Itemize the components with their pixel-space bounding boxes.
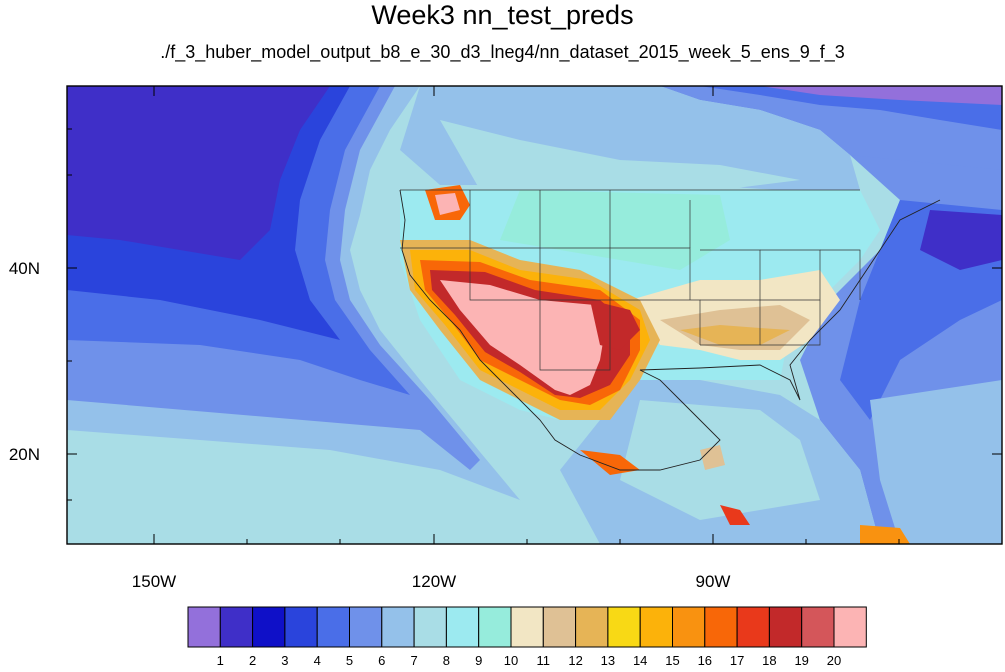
colorbar-tick-label: 2: [248, 653, 257, 668]
colorbar-tick-label: 7: [410, 653, 418, 668]
colorbar-swatch: [768, 606, 803, 648]
colorbar-tick-label: 4: [313, 653, 321, 668]
lon-label-90w: 90W: [695, 572, 731, 591]
colorbar-tick-label: 19: [794, 653, 809, 668]
colorbar-tick-label: 6: [378, 653, 386, 668]
colorbar-tick-label: 9: [475, 653, 483, 668]
colorbar-swatch: [284, 606, 318, 648]
colorbar-swatch: [478, 606, 512, 648]
colorbar-swatch: [542, 606, 577, 648]
colorbar-swatch: [219, 606, 254, 648]
colorbar-tick-label: 18: [762, 653, 777, 668]
lon-label-150w: 150W: [131, 572, 177, 591]
colorbar-tick-label: 16: [697, 653, 713, 668]
colorbar-tick-label: 8: [442, 653, 450, 668]
colorbar-swatch: [413, 606, 447, 648]
colorbar-swatch: [607, 606, 641, 648]
colorbar-tick-label: 20: [826, 653, 842, 668]
colorbar-swatch: [672, 606, 706, 648]
colorbar-swatch: [381, 606, 415, 648]
colorbar-tick-label: 11: [536, 653, 551, 668]
colorbar-swatch: [801, 606, 835, 648]
colorbar-swatch: [736, 606, 770, 648]
colorbar-swatch: [349, 606, 383, 648]
colorbar-swatch: [445, 606, 480, 648]
colorbar-swatch: [187, 606, 221, 648]
colorbar-tick-label: 1: [216, 653, 224, 668]
colorbar-swatch: [639, 606, 674, 648]
colorbar-tick-label: 13: [600, 653, 616, 668]
colorbar-swatch: [833, 606, 867, 648]
map-subtitle: ./f_3_huber_model_output_b8_e_30_d3_lneg…: [160, 42, 845, 62]
lon-label-120w: 120W: [411, 572, 457, 591]
state-boundaries: [400, 189, 861, 371]
colorbar-swatch: [704, 606, 738, 648]
lat-label-40n: 40N: [8, 259, 40, 278]
colorbar-tick-label: 3: [281, 653, 289, 668]
axis-ticks: [67, 86, 1002, 544]
colorbar-swatch: [575, 606, 609, 648]
colorbar-tick-label: 10: [503, 653, 519, 668]
colorbar-tick-label: 17: [729, 653, 745, 668]
colorbar-tick-label: 12: [568, 653, 583, 668]
colorbar-tick-label: 14: [632, 653, 648, 668]
colorbar-swatch: [252, 606, 286, 648]
colorbar-tick-label: 15: [665, 653, 680, 668]
contour-field: [67, 86, 1002, 544]
colorbar-swatch: [510, 606, 544, 648]
colorbar-swatch: [316, 606, 351, 648]
lat-label-20n: 20N: [8, 445, 40, 464]
colorbar-tick-label: 5: [345, 653, 354, 668]
map-title: Week3 nn_test_preds: [371, 0, 634, 30]
